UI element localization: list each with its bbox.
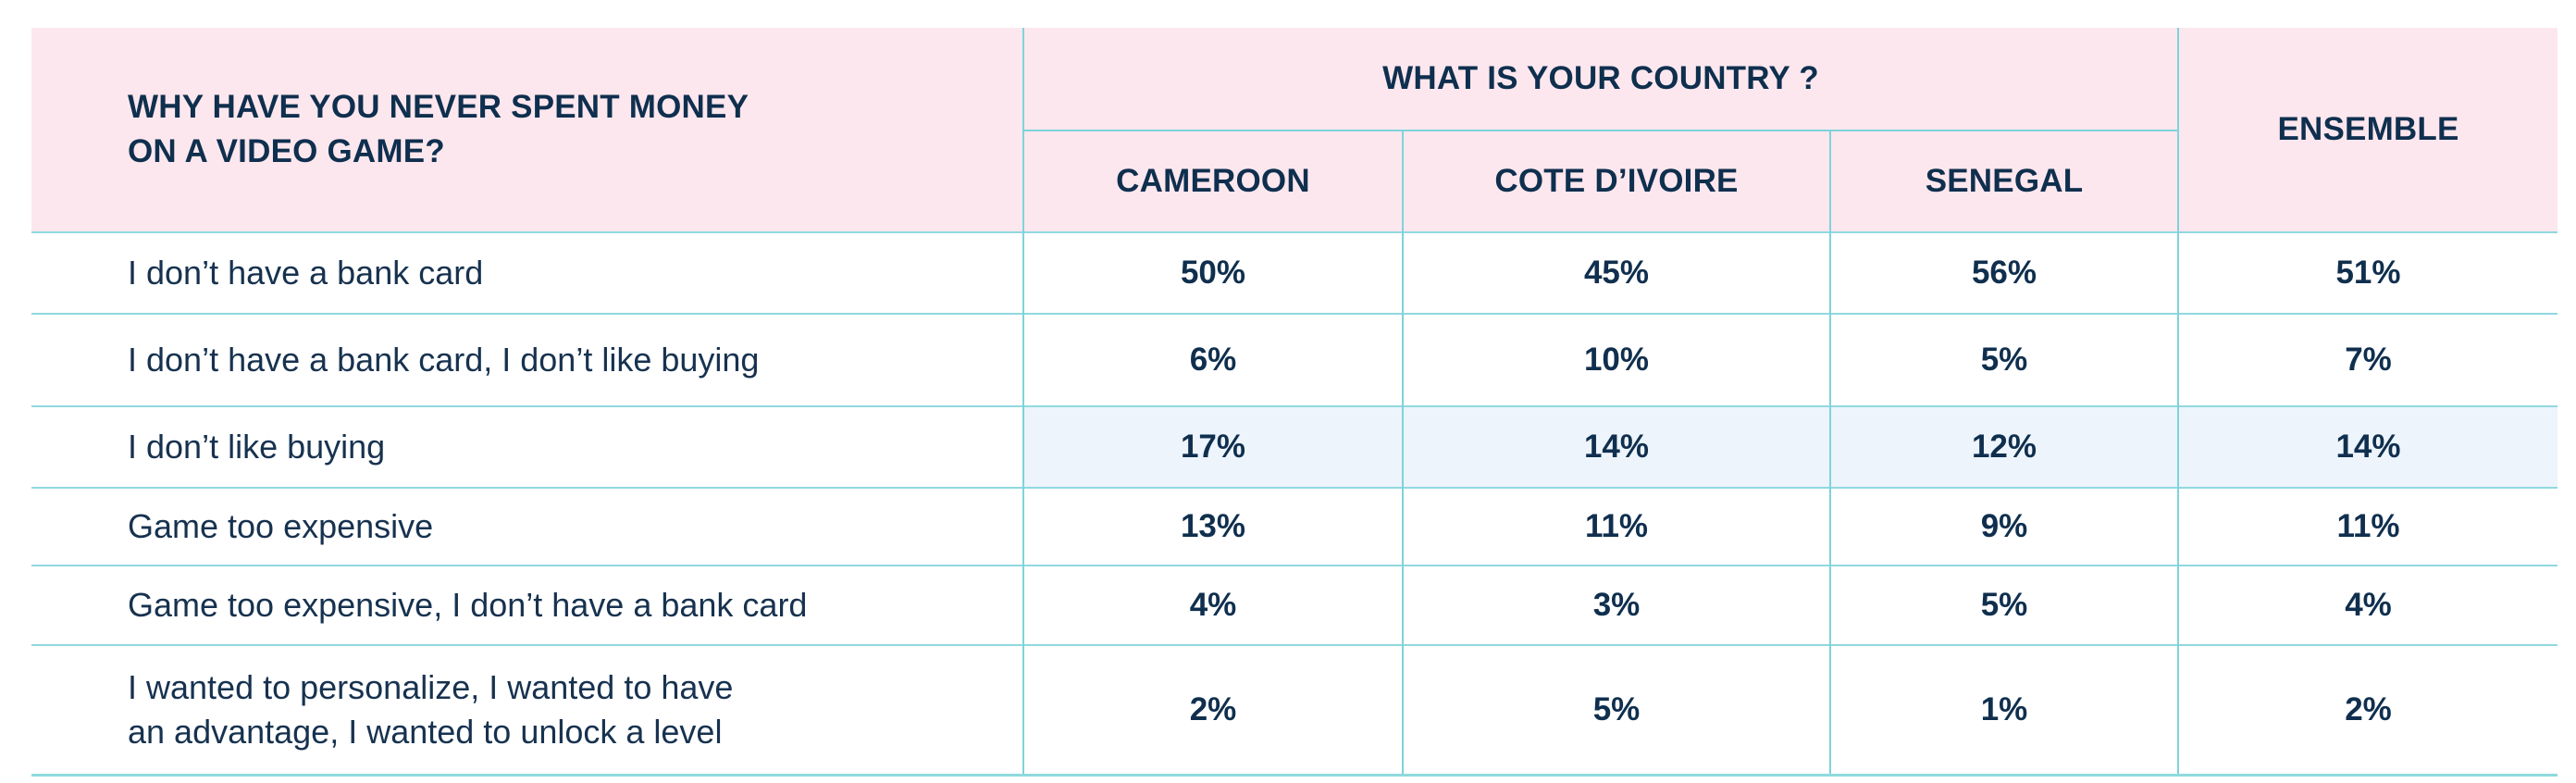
row-label-line: I don’t have a bank card, I don’t like b… (128, 341, 760, 379)
cell-cameroon: 13% (1022, 487, 1403, 566)
cell-senegal: 12% (1829, 405, 2178, 488)
row-label: Game too expensive (31, 487, 1023, 566)
table-row: Game too expensive, I don’t have a bank … (31, 565, 2557, 645)
row-label-line: Game too expensive (128, 507, 434, 545)
table-body: I don’t have a bank card 50% 45% 56% 51%… (31, 231, 2557, 777)
header-row-countries: CAMEROON COTE D’IVOIRE SENEGAL (31, 130, 2557, 232)
cell-ensemble: 14% (2177, 405, 2557, 488)
table-row-highlighted: I don’t like buying 17% 14% 12% 14% (31, 405, 2557, 488)
cell-cote-divoire: 14% (1402, 405, 1830, 488)
cell-cameroon: 50% (1022, 231, 1403, 314)
row-label-line: an advantage, I wanted to unlock a level (128, 713, 723, 751)
cell-cameroon: 6% (1022, 313, 1403, 406)
cell-cote-divoire: 45% (1402, 231, 1830, 314)
row-label: I don’t have a bank card (31, 231, 1023, 314)
country-group-header: WHAT IS YOUR COUNTRY ? (1022, 28, 2179, 131)
cell-cote-divoire: 3% (1402, 565, 1830, 645)
cell-cote-divoire: 5% (1402, 644, 1830, 777)
row-label: I don’t like buying (31, 405, 1023, 488)
row-label-line: I wanted to personalize, I wanted to hav… (128, 668, 734, 706)
column-header-senegal: SENEGAL (1829, 130, 2178, 232)
table-header: WHY HAVE YOU NEVER SPENT MONEY ON A VIDE… (31, 28, 2557, 232)
row-label-line: I don’t like buying (128, 428, 386, 466)
cell-cote-divoire: 11% (1402, 487, 1830, 566)
cell-ensemble: 11% (2177, 487, 2557, 566)
cell-senegal: 56% (1829, 231, 2178, 314)
cell-senegal: 5% (1829, 313, 2178, 406)
column-header-cote-divoire: COTE D’IVOIRE (1402, 130, 1830, 232)
cell-senegal: 9% (1829, 487, 2178, 566)
cell-cameroon: 2% (1022, 644, 1403, 777)
cell-ensemble: 4% (2177, 565, 2557, 645)
column-header-cameroon: CAMEROON (1022, 130, 1403, 232)
row-label: Game too expensive, I don’t have a bank … (31, 565, 1023, 645)
cell-cote-divoire: 10% (1402, 313, 1830, 406)
cell-ensemble: 7% (2177, 313, 2557, 406)
total-column-header: ENSEMBLE (2177, 28, 2557, 232)
table-row: I don’t have a bank card, I don’t like b… (31, 313, 2557, 406)
question-header-line-1: WHY HAVE YOU NEVER SPENT MONEY (128, 89, 749, 125)
table-row: I don’t have a bank card 50% 45% 56% 51% (31, 231, 2557, 314)
survey-table: WHY HAVE YOU NEVER SPENT MONEY ON A VIDE… (31, 28, 2557, 777)
cell-senegal: 1% (1829, 644, 2178, 777)
survey-table-container: WHY HAVE YOU NEVER SPENT MONEY ON A VIDE… (31, 28, 2557, 777)
cell-cameroon: 17% (1022, 405, 1403, 488)
row-label-line: Game too expensive, I don’t have a bank … (128, 586, 808, 624)
row-label-line: I don’t have a bank card (128, 254, 484, 292)
header-row-top: WHY HAVE YOU NEVER SPENT MONEY ON A VIDE… (31, 28, 2557, 232)
cell-cameroon: 4% (1022, 565, 1403, 645)
table-row: Game too expensive 13% 11% 9% 11% (31, 487, 2557, 566)
question-header-line-2: ON A VIDEO GAME? (128, 133, 445, 169)
row-label: I wanted to personalize, I wanted to hav… (31, 644, 1023, 777)
cell-senegal: 5% (1829, 565, 2178, 645)
table-row: I wanted to personalize, I wanted to hav… (31, 644, 2557, 777)
cell-ensemble: 2% (2177, 644, 2557, 777)
question-header: WHY HAVE YOU NEVER SPENT MONEY ON A VIDE… (31, 28, 1023, 232)
row-label: I don’t have a bank card, I don’t like b… (31, 313, 1023, 406)
cell-ensemble: 51% (2177, 231, 2557, 314)
